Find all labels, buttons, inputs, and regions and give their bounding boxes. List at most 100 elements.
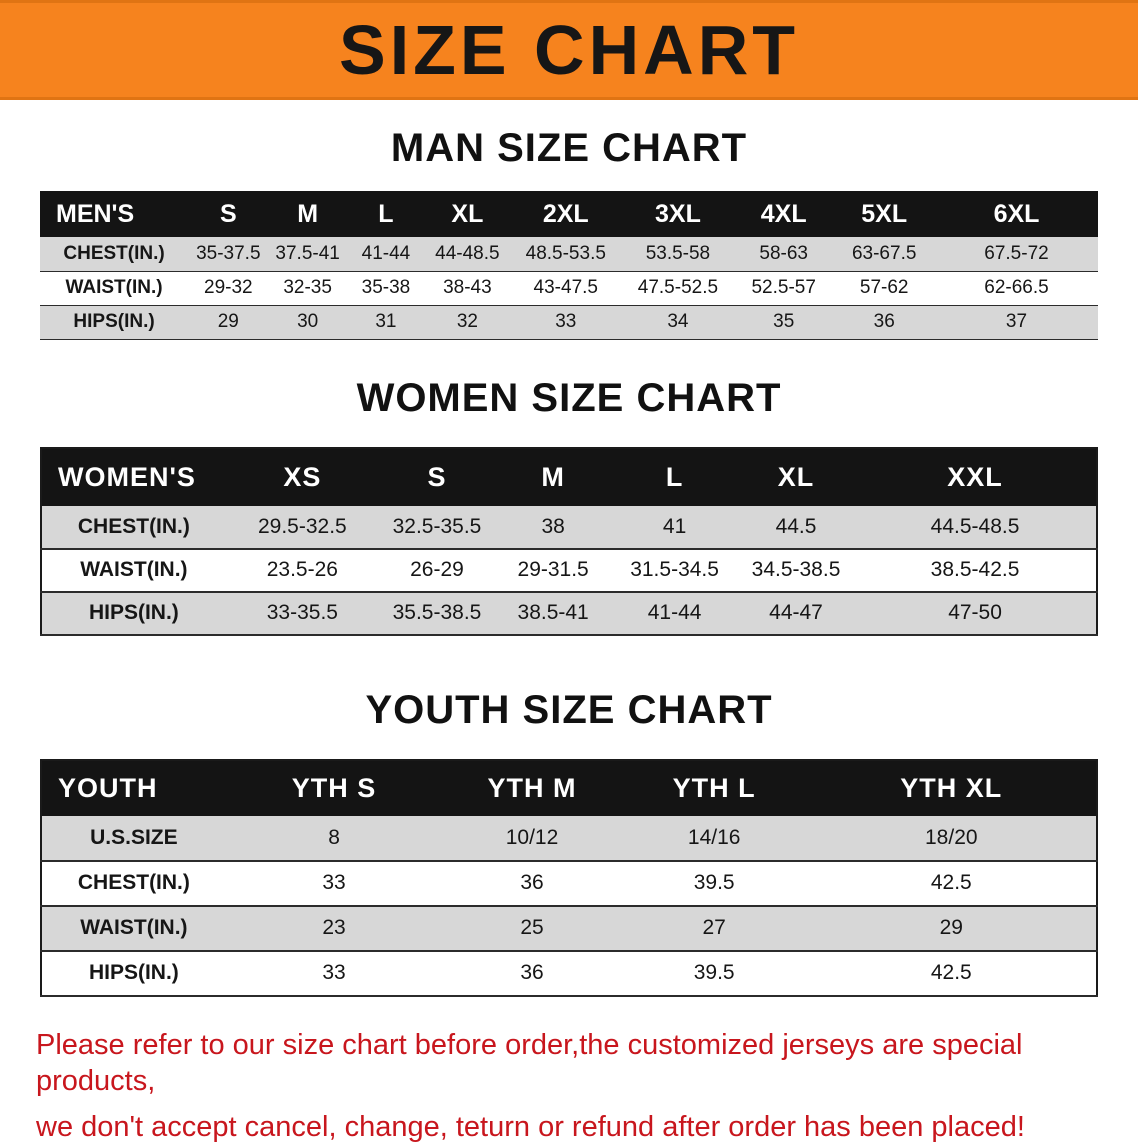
size-value: 47.5-52.5 — [637, 277, 719, 298]
size-column-header: 5XL — [833, 191, 935, 237]
size-value: 62-66.5 — [984, 277, 1049, 298]
disclaimer: Please refer to our size chart before or… — [36, 1027, 1110, 1145]
size-value: 10/12 — [505, 825, 559, 849]
size-table: WOMEN'S XS S M L XL XXL CHEST(IN.) 29.5-32.5 32.5… — [40, 446, 1098, 636]
size-value: 33 — [322, 871, 346, 894]
size-value: 35 — [773, 311, 795, 332]
size-value: 41-44 — [361, 242, 411, 264]
size-value: 34.5-38.5 — [751, 558, 841, 581]
table-row: WAIST(IN.) 23.5-26 26-29 29-31.5 31.5-34.5 34… — [41, 548, 1097, 592]
size-value: 44-47 — [769, 601, 823, 624]
size-value: 29-31.5 — [517, 558, 589, 581]
table-row: CHEST(IN.) 35-37.5 37.5-41 41-44 44-48.5 48.5… — [40, 237, 1098, 271]
size-column-header: 2XL — [509, 191, 622, 237]
table-row: WAIST(IN.) 29-32 32-35 35-38 38-43 43-47.5 47.… — [40, 271, 1098, 305]
size-value: 32 — [456, 311, 478, 332]
size-table: YOUTH YTH S YTH M YTH L YTH XL U.S.SIZE 8 10/12… — [40, 758, 1098, 997]
size-value: 14/16 — [687, 825, 741, 849]
size-value: 41-44 — [647, 601, 702, 624]
size-value: 32-35 — [283, 277, 332, 298]
size-value: 27 — [702, 916, 726, 939]
size-value: 33 — [555, 311, 577, 332]
table-corner-label: WOMEN'S — [41, 447, 226, 506]
size-value: 38.5-42.5 — [930, 558, 1020, 581]
banner: SIZE CHART — [0, 0, 1138, 100]
row-label: HIPS(IN.) — [73, 311, 155, 332]
size-value: 58-63 — [759, 242, 808, 264]
size-column-header: XL — [425, 191, 510, 237]
table-row: U.S.SIZE 8 10/12 14/16 18/20 — [41, 815, 1097, 861]
size-value: 42.5 — [930, 871, 972, 894]
size-column-header: 3XL — [621, 191, 734, 237]
size-value: 29-32 — [204, 277, 253, 298]
size-table: MEN'S S M L XL 2XL 3XL 4XL 5XL 6XL CHEST(IN.) 35-37… — [40, 191, 1098, 340]
women-size-table-wrap: WOMEN'S XS S M L XL XXL CHEST(IN.) 29.5-32.5 32.5… — [40, 446, 1098, 636]
page-title: SIZE CHART — [339, 11, 799, 89]
size-value: 39.5 — [693, 871, 735, 894]
row-label: U.S.SIZE — [90, 825, 178, 849]
table-header-row: WOMEN'S XS S M L XL XXL — [41, 447, 1097, 506]
table-corner-label: MEN'S — [40, 191, 189, 237]
size-column-header: S — [188, 191, 269, 237]
size-value: 44.5 — [775, 514, 817, 538]
row-label: WAIST(IN.) — [80, 916, 188, 939]
row-label: WAIST(IN.) — [65, 277, 163, 298]
size-value: 31 — [375, 311, 397, 332]
men-section-heading: MAN SIZE CHART — [390, 126, 748, 170]
size-value: 31.5-34.5 — [630, 558, 719, 581]
size-value: 33-35.5 — [266, 601, 338, 624]
size-value: 47-50 — [948, 601, 1002, 624]
size-value: 43-47.5 — [533, 277, 598, 298]
size-value: 23.5-26 — [266, 558, 338, 581]
size-column-header: XS — [225, 447, 379, 506]
youth-section-heading: YOUTH SIZE CHART — [365, 687, 773, 732]
size-value: 34 — [667, 311, 689, 332]
size-column-header: XL — [737, 447, 855, 506]
size-column-header: L — [346, 191, 426, 237]
size-value: 35.5-38.5 — [392, 601, 482, 624]
size-value: 37.5-41 — [275, 242, 340, 264]
size-value: 48.5-53.5 — [525, 242, 606, 264]
size-value: 57-62 — [859, 277, 909, 298]
size-column-header: YTH L — [621, 759, 807, 816]
row-label: WAIST(IN.) — [80, 558, 188, 581]
section-women: WOMEN SIZE CHART WOMEN'S XS S M L XL XXL CHEST(… — [0, 376, 1138, 636]
size-value: 44.5-48.5 — [930, 514, 1020, 538]
men-size-table-wrap: MEN'S S M L XL 2XL 3XL 4XL 5XL 6XL CHEST(IN.) 35-37… — [40, 191, 1098, 340]
table-row: HIPS(IN.) 33-35.5 35.5-38.5 38.5-41 41-44 44-… — [41, 591, 1097, 635]
size-value: 36 — [520, 871, 544, 894]
size-value: 33 — [322, 961, 346, 984]
disclaimer-line-2: we don't accept cancel, change, teturn o… — [36, 1110, 1025, 1143]
table-row: CHEST(IN.) 29.5-32.5 32.5-35.5 38 41 44.5 44.5… — [41, 505, 1097, 549]
size-value: 35-37.5 — [196, 242, 261, 264]
size-value: 63-67.5 — [851, 242, 917, 264]
section-youth: YOUTH SIZE CHART YOUTH YTH S YTH M YTH L YTH… — [0, 688, 1138, 997]
women-section-heading: WOMEN SIZE CHART — [356, 375, 782, 420]
size-value: 18/20 — [925, 825, 978, 849]
table-header-row: MEN'S S M L XL 2XL 3XL 4XL 5XL 6XL — [40, 191, 1098, 237]
size-value: 25 — [520, 916, 544, 939]
size-value: 37 — [1005, 311, 1028, 332]
size-value: 32.5-35.5 — [392, 514, 482, 538]
size-value: 36 — [873, 311, 895, 332]
row-label: CHEST(IN.) — [77, 871, 190, 894]
size-value: 38-43 — [443, 277, 492, 298]
table-row: HIPS(IN.) 33 36 39.5 42.5 — [41, 950, 1097, 996]
table-row: WAIST(IN.) 23 25 27 29 — [41, 905, 1097, 951]
size-value: 44-48.5 — [435, 242, 500, 264]
size-column-header: YTH S — [225, 759, 443, 816]
size-value: 29 — [939, 916, 963, 939]
size-column-header: L — [611, 447, 738, 506]
size-value: 53.5-58 — [645, 242, 711, 264]
size-value: 23 — [322, 916, 346, 939]
row-label: CHEST(IN.) — [63, 242, 165, 264]
size-value: 41 — [662, 514, 687, 538]
size-column-header: M — [268, 191, 347, 237]
table-row: HIPS(IN.) 29 30 31 32 33 34 35 36 37 — [40, 305, 1098, 339]
size-value: 30 — [297, 311, 319, 332]
table-corner-label: YOUTH — [41, 759, 226, 816]
size-value: 67.5-72 — [984, 242, 1049, 264]
size-value: 38.5-41 — [517, 601, 589, 624]
size-column-header: 4XL — [733, 191, 834, 237]
table-header-row: YOUTH YTH S YTH M YTH L YTH XL — [41, 759, 1097, 816]
